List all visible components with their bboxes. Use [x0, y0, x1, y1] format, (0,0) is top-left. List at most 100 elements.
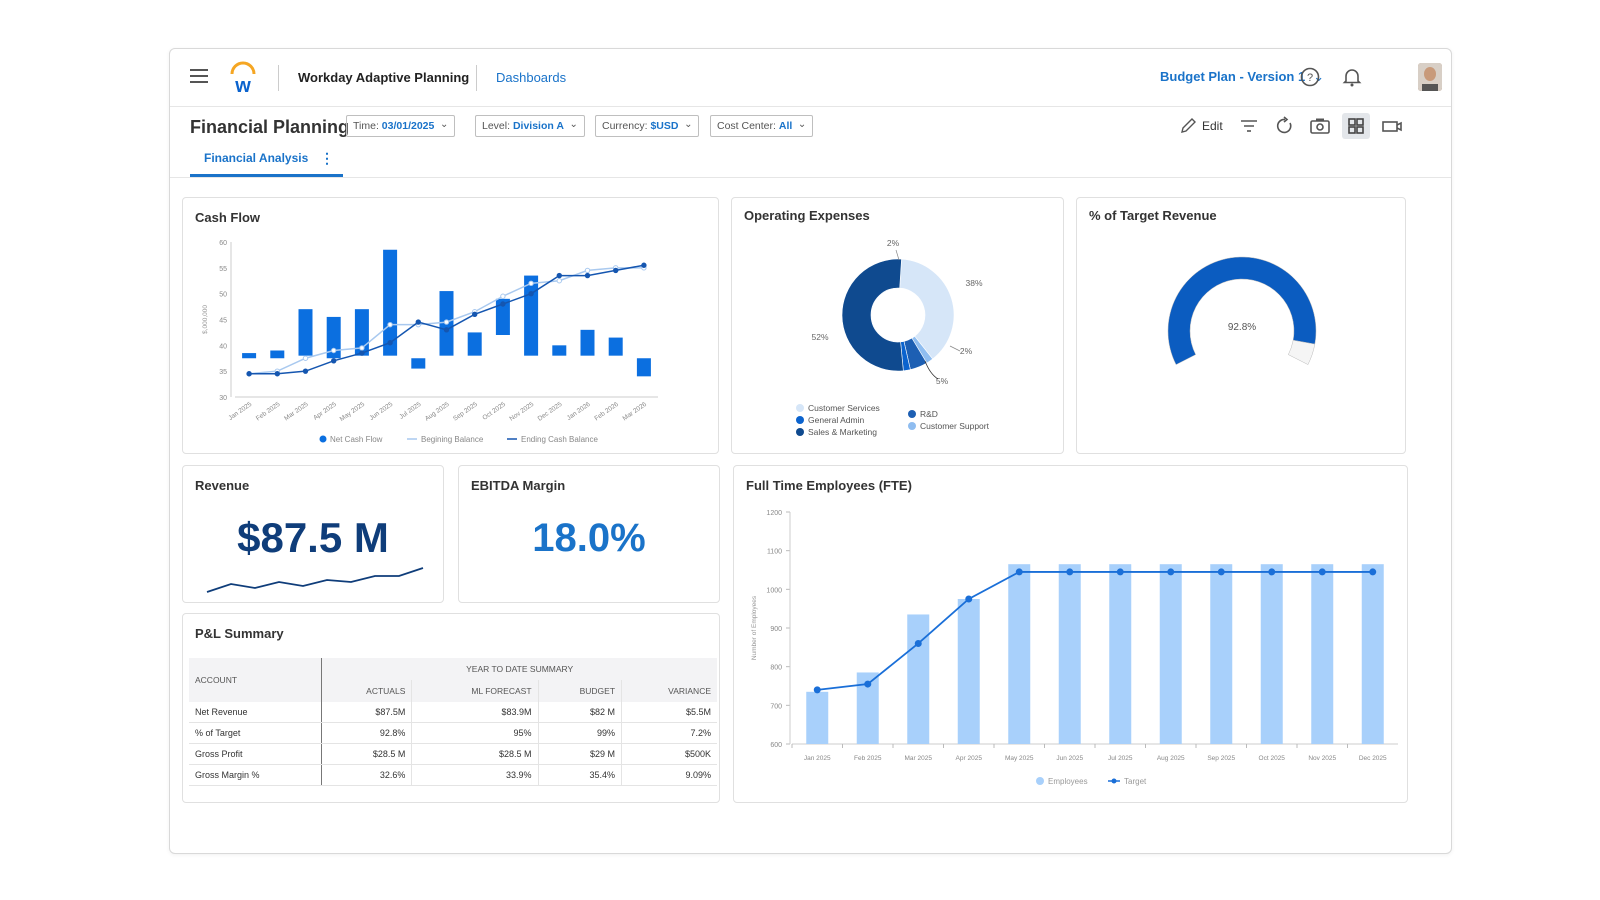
pl-summary-card: P&L Summary ACCOUNT YEAR TO DATE SUMMARY…: [182, 613, 720, 803]
budget-cell: $82 M: [537, 702, 622, 723]
employees-bar: [856, 672, 879, 744]
net-cash-flow-bar: [298, 309, 313, 356]
y-axis-label: Number of Employees: [751, 595, 758, 660]
dashboards-link[interactable]: Dashboards: [496, 70, 567, 85]
beginning-balance-point: [359, 345, 365, 351]
actuals-cell: $28.5 M: [321, 743, 412, 765]
net-cash-flow-bar: [636, 358, 651, 377]
x-tick-label: Feb 2026: [593, 401, 620, 423]
x-tick-label: Mar 2025: [283, 401, 310, 423]
target-point: [1217, 568, 1225, 576]
workday-logo[interactable]: w: [228, 61, 258, 95]
net-cash-flow-bar: [354, 309, 369, 356]
edit-button[interactable]: Edit: [1202, 119, 1223, 133]
net-cash-flow-bar: [383, 249, 398, 356]
actuals-cell: $87.5M: [321, 702, 412, 723]
budget-cell: 99%: [537, 722, 622, 744]
ending-cash-balance-point: [274, 371, 281, 377]
gauge-value-arc: [1167, 256, 1317, 365]
user-avatar[interactable]: [1418, 63, 1442, 91]
table-row: Gross Margin % 32.6% 33.9% 35.4% 9.09%: [189, 764, 717, 786]
app-window: w Workday Adaptive Planning Dashboards B…: [169, 48, 1452, 854]
refresh-icon[interactable]: [1274, 115, 1296, 137]
chevron-down-icon: ⌄: [684, 119, 693, 130]
target-revenue-card: % of Target Revenue 92.8%: [1076, 197, 1406, 454]
actuals-header: ACTUALS: [321, 680, 412, 702]
x-tick-label: Jul 2025: [1108, 755, 1133, 762]
legend-marker: [319, 435, 327, 443]
filter-label: Time:: [353, 120, 379, 132]
leader-line: [924, 360, 939, 380]
net-cash-flow-bar: [552, 345, 567, 356]
table-row: % of Target 92.8% 95% 99% 7.2%: [189, 722, 717, 744]
grid-view-icon[interactable]: [1342, 113, 1370, 139]
beginning-balance-point: [443, 319, 450, 325]
ml-forecast-header: ML FORECAST: [411, 680, 539, 702]
legend-label: Customer Services: [808, 403, 880, 413]
target-point: [1268, 568, 1276, 576]
ending-cash-balance-point: [472, 311, 478, 318]
x-tick-label: Aug 2025: [1157, 755, 1185, 762]
slice-value-label: 2%: [960, 346, 973, 356]
beginning-balance-point: [584, 267, 591, 274]
net-cash-flow-bar: [467, 332, 482, 356]
ending-cash-balance-point: [302, 368, 309, 374]
net-cash-flow-bar: [411, 358, 426, 369]
employees-bar: [1058, 564, 1081, 744]
target-point: [1318, 568, 1326, 576]
x-tick-label: Oct 2025: [481, 401, 507, 422]
legend-label: Customer Support: [920, 421, 990, 431]
camera-icon[interactable]: [1308, 115, 1332, 137]
beginning-balance-point: [556, 278, 562, 284]
legend-label: Employees: [1048, 777, 1088, 786]
chevron-down-icon: ⌄: [569, 119, 578, 130]
operating-expenses-chart: 38% 2% 5% 52% 2% Customer Services General Adm…: [796, 238, 990, 437]
svg-text:?: ?: [1307, 72, 1313, 84]
revenue-card: Revenue $87.5 M: [182, 465, 444, 603]
y-tick-label: 50: [219, 292, 227, 299]
legend-marker: [796, 404, 804, 412]
fte-card: Full Time Employees (FTE) 600 700 800 900 10…: [733, 465, 1408, 803]
target-point: [1167, 568, 1175, 576]
legend-marker: [796, 428, 804, 436]
ending-cash-balance-point: [387, 340, 393, 346]
time-filter[interactable]: Time: 03/01/2025 ⌄: [346, 115, 456, 137]
target-point: [1116, 568, 1124, 576]
tab-financial-analysis[interactable]: Financial Analysis ⋮: [190, 147, 343, 177]
presentation-icon[interactable]: [1380, 115, 1404, 137]
variance-cell: $500K: [621, 743, 717, 765]
currency-filter[interactable]: Currency: $USD ⌄: [595, 115, 700, 137]
forecast-cell: $28.5 M: [411, 743, 539, 765]
pencil-icon[interactable]: [1178, 115, 1198, 137]
beginning-balance-point: [528, 280, 534, 287]
y-tick-label: 55: [219, 266, 227, 273]
ending-cash-balance-point: [500, 301, 506, 307]
cost-center-filter[interactable]: Cost Center: All ⌄: [710, 115, 814, 137]
svg-text:w: w: [234, 75, 251, 95]
legend-label: Ending Cash Balance: [521, 435, 598, 444]
filter-label: Cost Center:: [717, 120, 776, 132]
y-axis-label: $,000,000: [202, 305, 209, 334]
ebitda-value: 18.0%: [532, 516, 646, 560]
filter-icon[interactable]: [1238, 115, 1260, 137]
ending-cash-balance-point: [528, 290, 534, 297]
help-icon[interactable]: ?: [1298, 65, 1322, 89]
y-tick-label: 30: [219, 395, 227, 402]
gauge-remaining-arc: [1287, 339, 1316, 365]
menu-icon[interactable]: [190, 69, 208, 85]
target-line: [817, 571, 1373, 691]
x-tick-label: May 2025: [339, 401, 367, 423]
more-options-icon[interactable]: ⋮: [320, 150, 334, 166]
beginning-balance-point: [387, 321, 393, 328]
x-tick-label: Apr 2025: [312, 401, 338, 422]
app-title: Workday Adaptive Planning: [298, 70, 470, 85]
beginning-balance-point: [331, 347, 337, 354]
employees-bar: [1008, 564, 1031, 744]
slice-value-label: 38%: [965, 278, 982, 288]
account-cell: Gross Margin %: [189, 764, 323, 786]
y-tick-label: 35: [219, 369, 227, 376]
notification-bell-icon[interactable]: [1340, 65, 1364, 89]
legend-label: Begining Balance: [421, 435, 484, 444]
level-filter[interactable]: Level: Division A ⌄: [475, 115, 585, 137]
